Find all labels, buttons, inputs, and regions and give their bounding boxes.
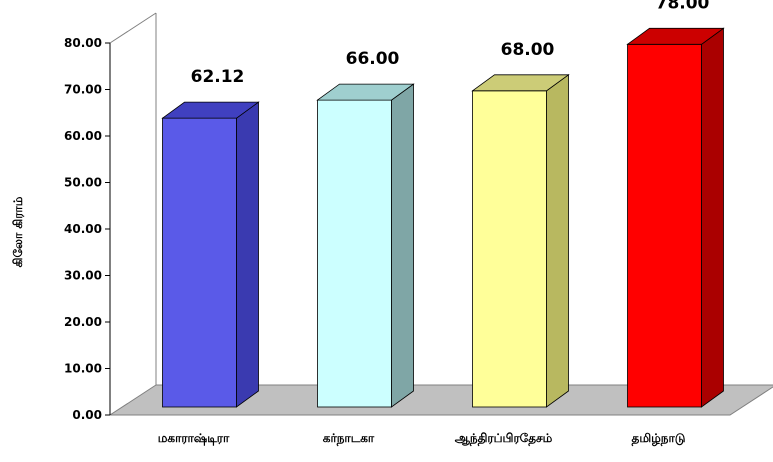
labels: 62.12 மகாராஷ்டிரா 66.00 கர்நாடகா 68.00 ஆந்திர… (158, 0, 710, 446)
x-category-label: தமிழ்நாடு (632, 431, 686, 446)
data-label: 78.00 (656, 0, 710, 13)
bar-front (472, 90, 547, 408)
y-tick-label: 70.00 (64, 83, 102, 97)
y-tick-label: 10.00 (64, 362, 102, 376)
bar-front (627, 43, 702, 408)
data-label: 68.00 (501, 40, 555, 60)
y-tick-label: 20.00 (64, 315, 102, 329)
x-category-label: கர்நாடகா (323, 431, 375, 446)
bar-front (162, 117, 237, 408)
bar-side (391, 83, 414, 408)
y-tick-label: 40.00 (64, 222, 102, 236)
y-axis: 0.00 10.00 20.00 30.00 40.00 50.00 60.00 70.00 8… (64, 36, 111, 422)
x-category-label: ஆந்திரப்பிரதேசம் (455, 431, 553, 446)
bar-front (317, 99, 392, 408)
y-tick-label: 60.00 (64, 129, 102, 143)
bar (161, 101, 260, 408)
y-tick-label: 30.00 (64, 269, 102, 283)
y-axis-title: கிலோ கிராம் (11, 196, 25, 267)
bar-side (236, 101, 259, 408)
chart-floor (108, 384, 773, 416)
bar-top (471, 74, 570, 92)
bar (626, 27, 725, 408)
bar-top (626, 27, 725, 45)
bar (316, 83, 415, 408)
data-label: 62.12 (191, 67, 245, 87)
y-tick-label: 0.00 (72, 408, 102, 422)
bars (161, 27, 725, 408)
y-tick-label: 80.00 (64, 36, 102, 50)
data-label: 66.00 (346, 49, 400, 69)
bar (471, 74, 570, 408)
bar-top (161, 101, 260, 119)
x-category-label: மகாராஷ்டிரா (158, 431, 230, 446)
bar-side (546, 74, 569, 408)
wall-outline (109, 12, 157, 415)
bar-top (316, 83, 415, 101)
y-tick-label: 50.00 (64, 176, 102, 190)
bar-side (701, 27, 724, 408)
